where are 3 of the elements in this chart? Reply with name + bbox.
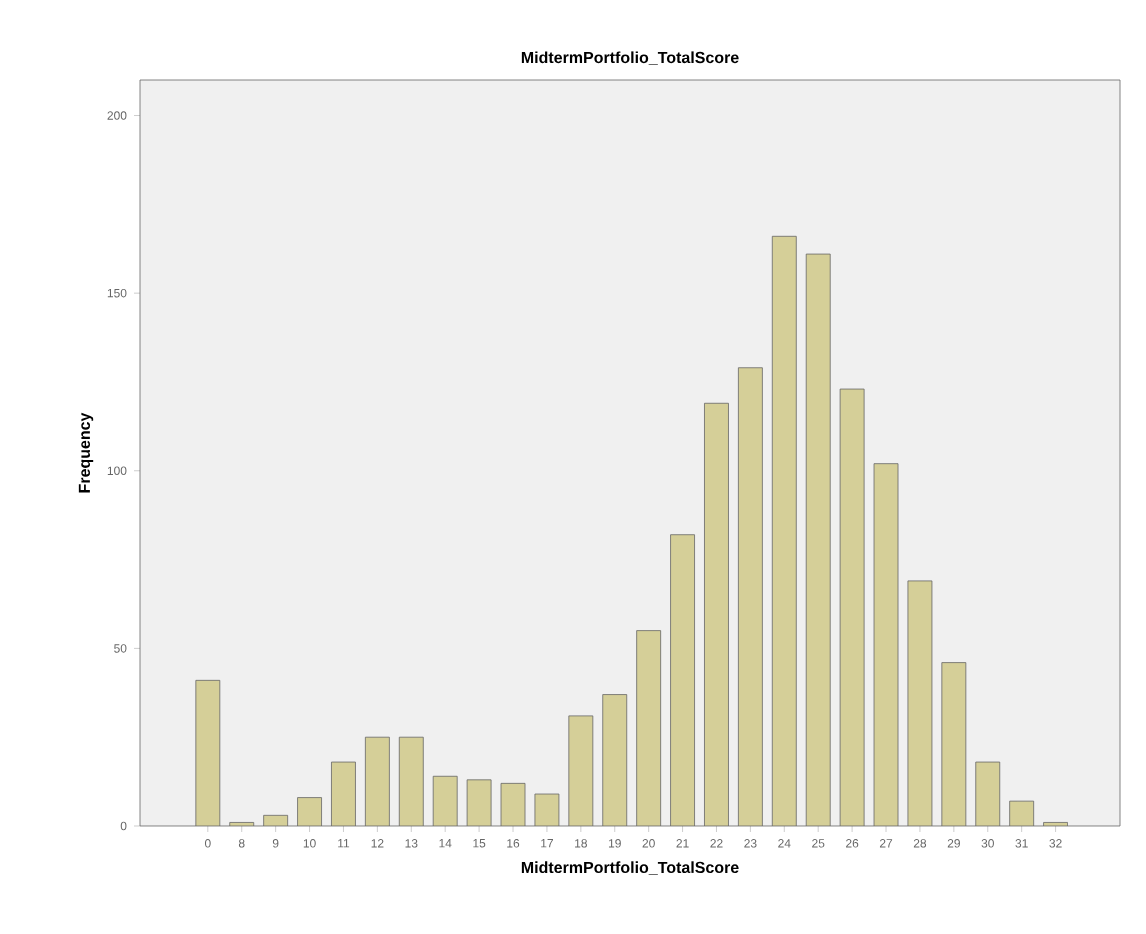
y-axis-title: Frequency [78, 412, 94, 493]
x-axis-title: MidtermPortfolio_TotalScore [521, 861, 739, 875]
chart-title: MidtermPortfolio_TotalScore [521, 51, 739, 65]
